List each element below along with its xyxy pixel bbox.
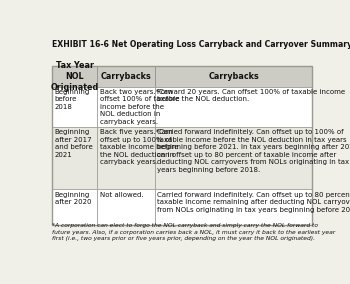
Text: Beginning
after 2020: Beginning after 2020	[55, 191, 91, 205]
Text: Carrybacks: Carrybacks	[101, 72, 152, 81]
Text: Back two years.*Can
offset 100% of taxable
income before the
NOL deduction in
ca: Back two years.*Can offset 100% of taxab…	[100, 89, 180, 125]
Bar	[52, 66, 97, 87]
Text: Forward 20 years. Can offset 100% of taxable income
before the NOL deduction.: Forward 20 years. Can offset 100% of tax…	[158, 89, 345, 102]
Text: Carried forward indefinitely. Can offset up to 100% of
taxable income before the: Carried forward indefinitely. Can offset…	[158, 129, 350, 173]
Bar	[155, 87, 312, 127]
Text: Carried forward indefinitely. Can offset up to 80 percent of
taxable income rema: Carried forward indefinitely. Can offset…	[158, 191, 350, 212]
Bar	[52, 127, 97, 189]
Bar	[97, 189, 155, 225]
Bar	[155, 127, 312, 189]
Bar	[52, 66, 312, 225]
Bar	[97, 66, 155, 87]
Bar	[97, 87, 155, 127]
Bar	[155, 189, 312, 225]
Text: *A corporation can elect to forgo the NOL carryback and simply carry the NOL for: *A corporation can elect to forgo the NO…	[52, 223, 335, 241]
Text: Beginning
after 2017
and before
2021: Beginning after 2017 and before 2021	[55, 129, 92, 158]
Text: Tax Year
NOL
Originated: Tax Year NOL Originated	[50, 60, 99, 92]
Text: Not allowed.: Not allowed.	[100, 191, 144, 198]
Bar	[52, 189, 97, 225]
Text: Back five years.*Can
offset up to 100% of
taxable income before
the NOL deductio: Back five years.*Can offset up to 100% o…	[100, 129, 178, 165]
Bar	[97, 127, 155, 189]
Text: Carrybacks: Carrybacks	[208, 72, 259, 81]
Bar	[52, 87, 97, 127]
Bar	[155, 66, 312, 87]
Text: Beginning
before
2018: Beginning before 2018	[55, 89, 90, 110]
Text: EXHIBIT 16-6 Net Operating Loss Carryback and Carryover Summary: EXHIBIT 16-6 Net Operating Loss Carrybac…	[52, 39, 350, 49]
